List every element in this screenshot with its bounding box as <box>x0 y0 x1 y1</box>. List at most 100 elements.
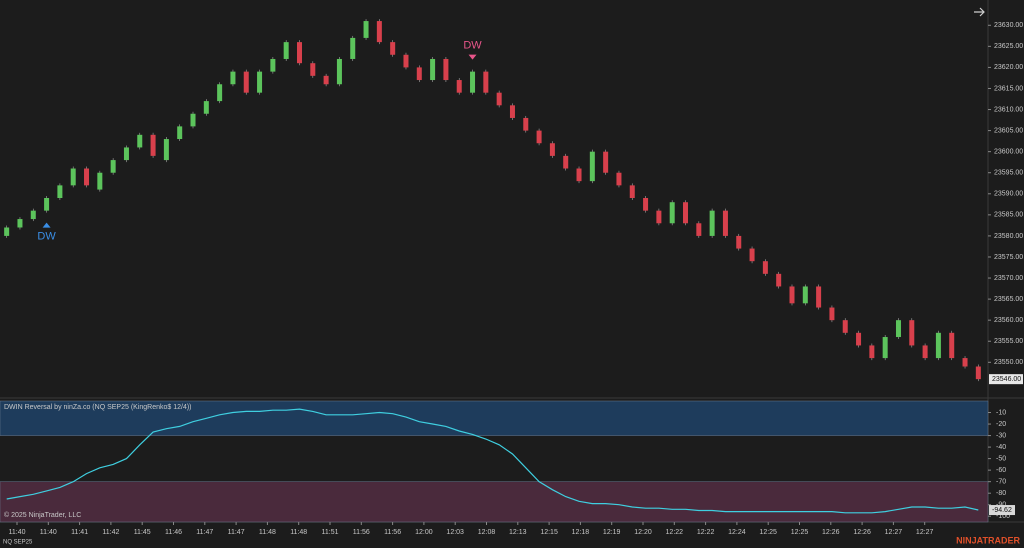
candle <box>842 320 848 333</box>
x-tick-label: 11:56 <box>384 529 401 536</box>
x-tick-label: 11:41 <box>71 529 88 536</box>
candle <box>669 202 675 224</box>
candle <box>350 37 356 59</box>
candle <box>336 58 342 85</box>
x-tick-label: 11:51 <box>322 529 339 536</box>
signal-arrow <box>468 54 477 60</box>
y-tick-label: 23550.00 <box>994 359 1023 366</box>
y-tick-label: -30 <box>996 432 1006 439</box>
candle <box>323 75 329 85</box>
candle <box>310 63 316 76</box>
candle <box>909 320 915 346</box>
x-tick-label: 12:26 <box>822 529 840 536</box>
candle <box>696 223 702 236</box>
x-tick-label: 11:40 <box>40 529 57 536</box>
y-tick-label: 23560.00 <box>994 317 1023 324</box>
candle <box>683 202 689 224</box>
y-tick-label: 23610.00 <box>994 106 1023 113</box>
candle <box>57 185 63 198</box>
candle <box>536 130 542 144</box>
candle <box>230 71 236 85</box>
x-tick-label: 12:24 <box>728 529 746 536</box>
brand: NINJATRADER <box>956 535 1020 545</box>
y-tick-label: 23575.00 <box>994 254 1023 261</box>
x-tick-label: 12:18 <box>572 529 590 536</box>
candle <box>283 42 289 59</box>
candle <box>656 210 662 224</box>
candle <box>163 139 169 161</box>
last-price-label: 23546.00 <box>992 376 1021 383</box>
candle <box>483 71 489 93</box>
candle <box>616 172 622 186</box>
candle <box>363 21 369 38</box>
y-tick-label: 23595.00 <box>994 170 1023 177</box>
x-tick-label: 12:13 <box>509 529 527 536</box>
x-tick-label: 11:42 <box>102 529 119 536</box>
candle <box>30 210 36 220</box>
x-tick-label: 12:25 <box>759 529 777 536</box>
candle <box>816 286 822 308</box>
x-tick-label: 11:48 <box>259 529 276 536</box>
candle <box>443 58 449 81</box>
candle <box>895 320 901 338</box>
y-tick-label: 23565.00 <box>994 296 1023 303</box>
candle <box>403 54 409 68</box>
x-tick-label: 11:40 <box>9 529 26 536</box>
candle <box>922 345 928 359</box>
candle <box>643 198 649 211</box>
candle <box>150 134 156 156</box>
y-tick-label: -60 <box>996 467 1006 474</box>
scroll-arrow[interactable] <box>974 7 985 17</box>
indicator-title: DWIN Reversal by ninZa.co (NQ SEP25 (Kin… <box>4 404 192 411</box>
candle <box>576 168 582 182</box>
candle <box>4 227 10 236</box>
y-tick-label: 23615.00 <box>994 85 1023 92</box>
candle <box>217 84 223 102</box>
candle <box>243 71 249 93</box>
y-tick-label: 23555.00 <box>994 338 1023 345</box>
candle <box>203 101 209 114</box>
candle <box>123 147 129 161</box>
y-tick-label: -70 <box>996 479 1006 486</box>
y-tick-label: 23580.00 <box>994 233 1023 240</box>
signal-arrow <box>42 222 51 228</box>
x-tick-label: 12:22 <box>666 529 684 536</box>
candle <box>430 58 436 81</box>
candle <box>523 117 529 131</box>
candle <box>709 210 715 236</box>
y-tick-label: 23630.00 <box>994 22 1023 29</box>
candle <box>736 235 742 249</box>
candle <box>390 42 396 55</box>
x-tick-label: 12:15 <box>540 529 558 536</box>
y-tick-label: 23600.00 <box>994 149 1023 156</box>
instrument: NQ SEP25 <box>3 540 33 546</box>
x-tick-label: 11:48 <box>290 529 307 536</box>
x-tick-label: 11:47 <box>196 529 213 536</box>
candle <box>110 160 116 173</box>
candle <box>776 273 782 287</box>
indicator-band <box>0 400 989 436</box>
candle <box>177 126 183 140</box>
y-tick-label: -100 <box>996 513 1010 520</box>
last-value-label: -94.62 <box>992 507 1012 514</box>
candle <box>975 366 981 380</box>
x-tick-label: 12:03 <box>446 529 464 536</box>
candle <box>137 134 143 148</box>
y-tick-label: 23620.00 <box>994 64 1023 71</box>
x-tick-label: 12:20 <box>634 529 652 536</box>
y-tick-label: -20 <box>996 421 1006 428</box>
candle <box>456 80 462 93</box>
signal-label: DW <box>463 40 482 52</box>
indicator-band <box>0 481 989 523</box>
indicator-bands <box>0 400 989 523</box>
candle <box>416 67 422 81</box>
candle <box>856 332 862 346</box>
candle <box>829 307 835 321</box>
x-tick-label: 12:19 <box>603 529 621 536</box>
candle <box>563 155 569 169</box>
y-tick-label: 23605.00 <box>994 127 1023 134</box>
y-tick-label: -50 <box>996 455 1006 462</box>
candle <box>882 337 888 359</box>
